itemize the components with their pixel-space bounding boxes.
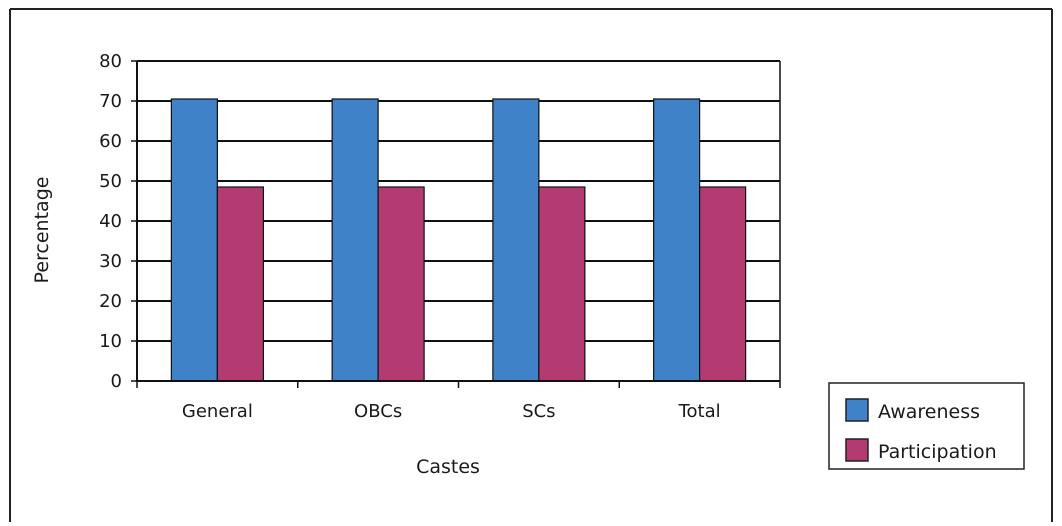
x-axis-title: Castes (416, 456, 480, 478)
bar-awareness-obcs (331, 98, 379, 382)
y-tick-label: 0 (111, 371, 122, 392)
bar-participation-general (216, 186, 264, 382)
legend-label-awareness: Awareness (878, 401, 980, 423)
bar-awareness-general (170, 98, 218, 382)
y-tick-label: 80 (99, 51, 122, 72)
x-tick-label: Total (678, 401, 721, 422)
bar-participation-total (699, 186, 747, 382)
bars (170, 98, 747, 382)
legend-swatch-participation (845, 438, 869, 462)
bar-participation-obcs (377, 186, 425, 382)
y-tick-label: 30 (99, 251, 122, 272)
y-tick-label: 10 (99, 331, 122, 352)
bar-awareness-total (653, 98, 701, 382)
legend: Awareness Participation (828, 382, 1025, 470)
y-axis-title: Percentage (31, 177, 53, 284)
x-tick-label: General (182, 401, 253, 422)
bar-participation-scs (538, 186, 586, 382)
legend-label-participation: Participation (878, 441, 997, 463)
legend-swatch-awareness (845, 398, 869, 422)
x-tick-label: OBCs (354, 401, 402, 422)
x-tick-label: SCs (522, 401, 555, 422)
bar-awareness-scs (492, 98, 540, 382)
tick-labels: 0 10 20 30 40 50 60 70 80 General OBCs SCs Total (99, 51, 721, 422)
y-tick-label: 70 (99, 91, 122, 112)
axes (131, 60, 781, 388)
y-tick-label: 50 (99, 171, 122, 192)
y-tick-label: 40 (99, 211, 122, 232)
y-tick-label: 20 (99, 291, 122, 312)
y-tick-label: 60 (99, 131, 122, 152)
